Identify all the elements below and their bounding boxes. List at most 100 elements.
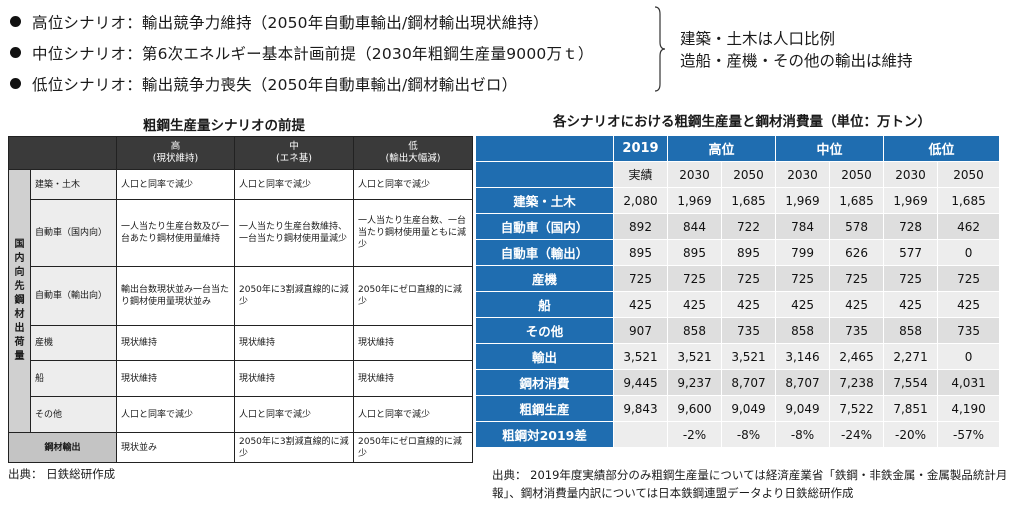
table-cell: 858 bbox=[668, 318, 722, 344]
table-cell: 725 bbox=[830, 266, 885, 292]
table-row: 建築・土木 2,080 1,969 1,685 1,969 1,685 1,969 1,685 bbox=[476, 188, 1001, 214]
table-row: 船 現状維持 現状維持 現状維持 bbox=[9, 360, 473, 397]
table-cell: 2,465 bbox=[830, 344, 885, 370]
table-cell: 577 bbox=[884, 240, 939, 266]
table-cell: 844 bbox=[668, 214, 722, 240]
table-cell: 2050年にゼロ直線的に減少 bbox=[353, 266, 473, 326]
table-cell: 425 bbox=[776, 292, 831, 318]
table-row: 自動車（国内） 892 844 722 784 578 728 462 bbox=[476, 214, 1001, 240]
table-cell: 735 bbox=[938, 318, 1001, 344]
row-label: 船 bbox=[476, 292, 614, 318]
header-mid: 中位 bbox=[776, 136, 885, 162]
table-cell: 人口と同率で減少 bbox=[353, 396, 473, 433]
table-cell: 人口と同率で減少 bbox=[234, 169, 354, 200]
table-row: その他 907 858 735 858 735 858 735 bbox=[476, 318, 1001, 344]
table-cell: 現状維持 bbox=[353, 325, 473, 361]
table-cell: 現状維持 bbox=[234, 360, 354, 397]
row-label: 産機 bbox=[476, 266, 614, 292]
table-cell: 1,685 bbox=[722, 188, 777, 214]
table-cell: 799 bbox=[776, 240, 831, 266]
table-cell: 現状維持 bbox=[116, 325, 235, 361]
table-cell: 3,521 bbox=[668, 344, 722, 370]
table-cell: 人口と同率で減少 bbox=[234, 396, 354, 433]
table-cell: 895 bbox=[614, 240, 668, 266]
table-cell: 425 bbox=[938, 292, 1001, 318]
table-cell: 892 bbox=[614, 214, 668, 240]
table-row: 輸出 3,521 3,521 3,521 3,146 2,465 2,271 0 bbox=[476, 344, 1001, 370]
table-cell: 728 bbox=[884, 214, 939, 240]
row-label: 輸出 bbox=[476, 344, 614, 370]
scenario-list: 高位シナリオ：輸出競争力維持（2050年自動車輸出/鋼材輸出現状維持） 中位シナ… bbox=[10, 6, 670, 99]
table-cell: 425 bbox=[614, 292, 668, 318]
table-cell: -8% bbox=[722, 422, 777, 448]
group-label: 国内向先鋼材出荷量 bbox=[8, 169, 31, 433]
subheader-cell: 2030 bbox=[776, 162, 831, 188]
table-cell: 2,271 bbox=[884, 344, 939, 370]
header-low: 低 (輸出大幅減) bbox=[353, 136, 473, 170]
table-cell: 現状維持 bbox=[353, 360, 473, 397]
empty-cell bbox=[614, 422, 668, 448]
bullet-icon bbox=[10, 47, 21, 58]
scenario-low: 低位シナリオ：輸出競争力喪失（2050年自動車輸出/鋼材輸出ゼロ） bbox=[10, 68, 670, 99]
table-cell: 725 bbox=[884, 266, 939, 292]
table-cell: 9,049 bbox=[776, 396, 831, 422]
row-label: 自動車（輸出） bbox=[476, 240, 614, 266]
table-cell: 462 bbox=[938, 214, 1001, 240]
assumptions-header-row: 高 (現状維持) 中 (エネ基) 低 (輸出大幅減) bbox=[8, 136, 473, 170]
subheader-cell: 2030 bbox=[668, 162, 722, 188]
table-cell: 0 bbox=[938, 344, 1001, 370]
right-table-title: 各シナリオにおける粗鋼生産量と鋼材消費量（単位：万トン） bbox=[553, 114, 931, 130]
table-cell: -2% bbox=[668, 422, 722, 448]
row-category: 産機 bbox=[30, 325, 117, 361]
table-cell: 7,851 bbox=[884, 396, 939, 422]
table-cell: 一人当たり生産台数、一台当たり鋼材使用量ともに減少 bbox=[353, 199, 473, 267]
header-corner bbox=[8, 136, 117, 170]
left-source-note: 出典： 日鉄総研作成 bbox=[8, 467, 116, 481]
table-cell: 現状維持 bbox=[116, 360, 235, 397]
scenario-high: 高位シナリオ：輸出競争力維持（2050年自動車輸出/鋼材輸出現状維持） bbox=[10, 6, 670, 37]
table-row: 自動車（輸出） 895 895 895 799 626 577 0 bbox=[476, 240, 1001, 266]
row-category: 自動車（輸出向） bbox=[30, 266, 117, 326]
table-cell: 784 bbox=[776, 214, 831, 240]
table-cell: 1,969 bbox=[776, 188, 831, 214]
subheader-cell: 2050 bbox=[938, 162, 1001, 188]
row-label: 粗鋼対2019差 bbox=[476, 422, 614, 448]
right-source-note: 出典： 2019年度実績部分のみ粗鋼生産量については経済産業省「鉄鋼・非鉄金属・… bbox=[492, 468, 1008, 500]
table-cell: 895 bbox=[668, 240, 722, 266]
table-cell: 3,521 bbox=[614, 344, 668, 370]
table-cell: 725 bbox=[614, 266, 668, 292]
table-row-diff: 粗鋼対2019差 -2% -8% -8% -24% -20% -57% bbox=[476, 422, 1001, 448]
scenario-mid: 中位シナリオ：第6次エネルギー基本計画前提（2030年粗鋼生産量9000万ｔ） bbox=[10, 37, 670, 68]
table-cell: 7,522 bbox=[830, 396, 885, 422]
table-cell: 1,969 bbox=[884, 188, 939, 214]
row-label: 自動車（国内） bbox=[476, 214, 614, 240]
table-cell: -8% bbox=[776, 422, 831, 448]
table-cell: 輸出台数現状並み一台当たり鋼材使用量現状並み bbox=[116, 266, 235, 326]
table-row: 産機 725 725 725 725 725 725 725 bbox=[476, 266, 1001, 292]
table-cell: 626 bbox=[830, 240, 885, 266]
table-cell: 7,238 bbox=[830, 370, 885, 396]
table-cell: 人口と同率で減少 bbox=[116, 169, 235, 200]
table-cell: 8,707 bbox=[722, 370, 777, 396]
table-cell: 0 bbox=[938, 240, 1001, 266]
table-cell: 725 bbox=[776, 266, 831, 292]
table-cell: 一人当たり生産台数維持、一台当たり鋼材使用量減少 bbox=[234, 199, 354, 267]
row-label: 粗鋼生産 bbox=[476, 396, 614, 422]
table-cell: 1,685 bbox=[938, 188, 1001, 214]
subheader-corner bbox=[476, 162, 614, 188]
row-label: 建築・土木 bbox=[476, 188, 614, 214]
table-cell: 4,031 bbox=[938, 370, 1001, 396]
subheader-cell: 2050 bbox=[830, 162, 885, 188]
table-cell: 735 bbox=[722, 318, 777, 344]
table-cell: 3,146 bbox=[776, 344, 831, 370]
table-cell: 9,600 bbox=[668, 396, 722, 422]
brace-note: 建築・土木は人口比例 造船・産機・その他の輸出は維持 bbox=[680, 30, 913, 70]
assumptions-table: 高 (現状維持) 中 (エネ基) 低 (輸出大幅減) 国内向先鋼材出荷量 建築・土木 … bbox=[8, 136, 473, 463]
production-body: 建築・土木 2,080 1,969 1,685 1,969 1,685 1,969 1,685… bbox=[476, 188, 1001, 422]
row-category: 鋼材輸出 bbox=[8, 432, 117, 463]
subheader-cell: 2050 bbox=[722, 162, 777, 188]
table-cell: 2050年に3割減直線的に減少 bbox=[234, 432, 354, 463]
table-cell: 425 bbox=[884, 292, 939, 318]
header-2019: 2019 bbox=[614, 136, 668, 162]
table-cell: 1,685 bbox=[830, 188, 885, 214]
